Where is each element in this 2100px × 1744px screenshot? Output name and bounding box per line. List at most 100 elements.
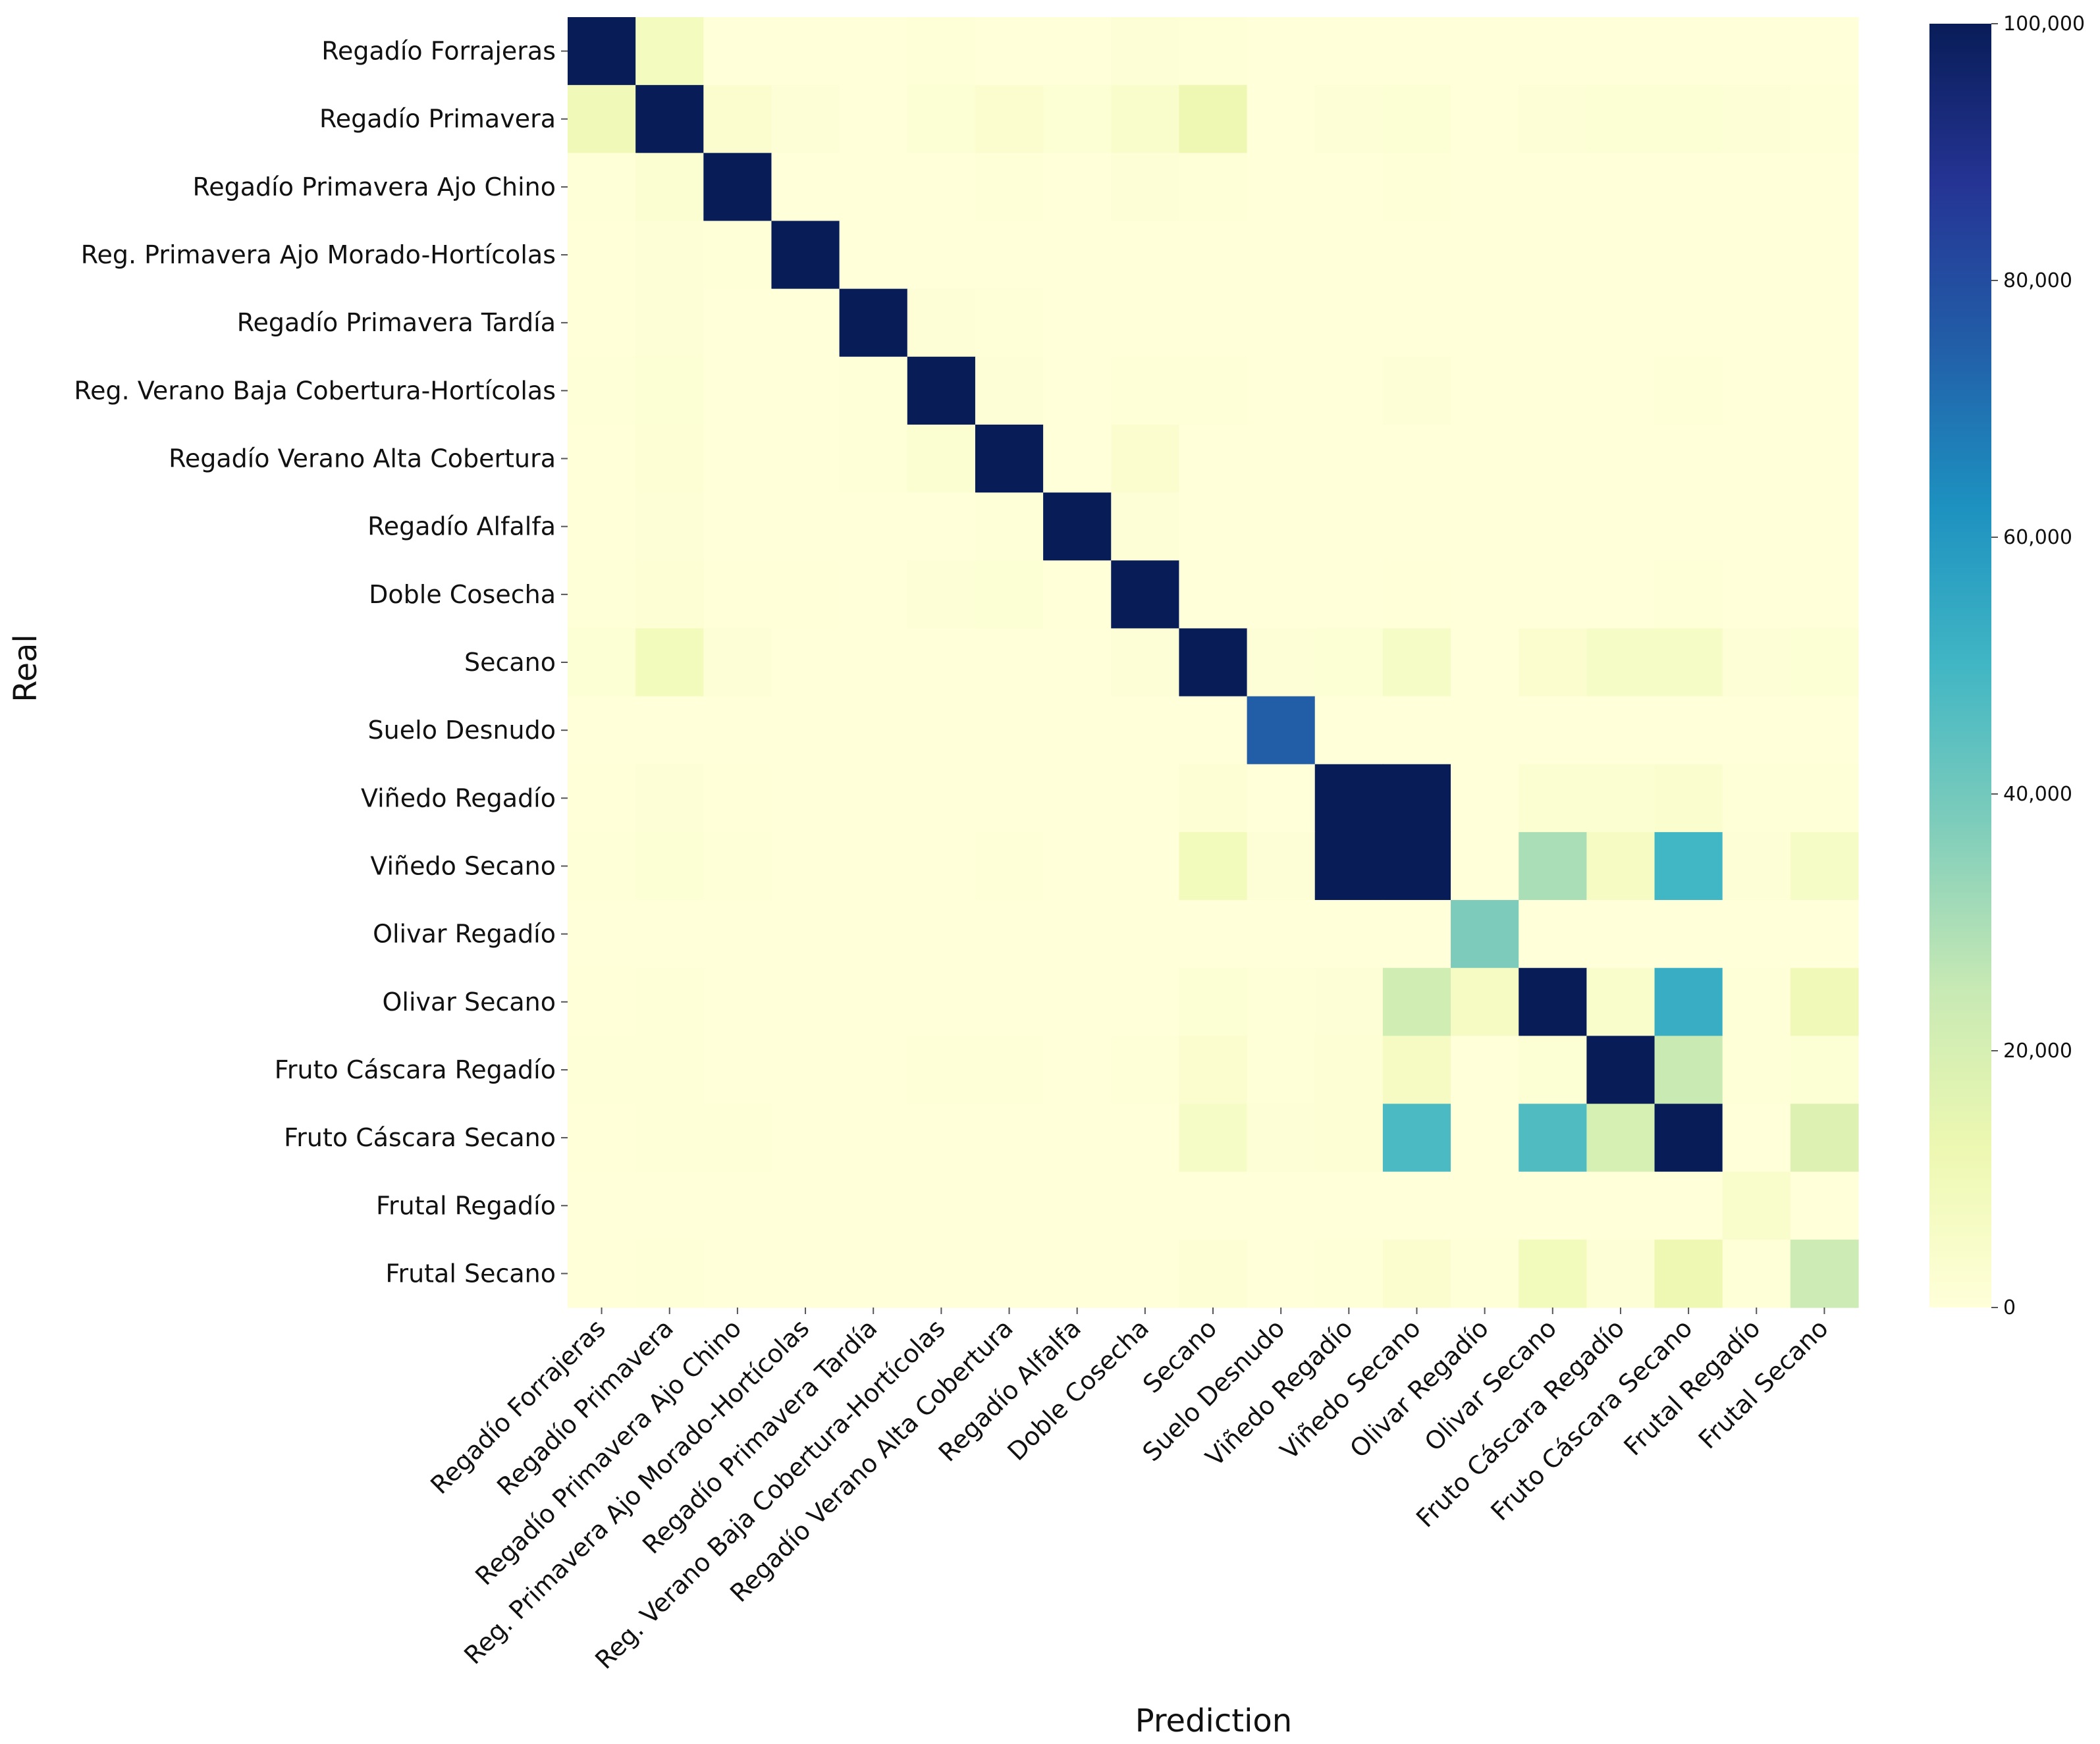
heatmap-cell [1722, 696, 1791, 765]
colorbar-tick-label: 100,000 [2003, 13, 2085, 36]
heatmap-cell [1790, 1103, 1859, 1173]
heatmap-cell [907, 832, 976, 901]
heatmap-cell [975, 17, 1044, 86]
heatmap-cell [975, 356, 1044, 425]
heatmap-cell [1451, 764, 1519, 833]
heatmap-cell [635, 764, 704, 833]
heatmap-cell [1790, 153, 1859, 222]
heatmap-cell [1314, 492, 1384, 561]
heatmap-cell [635, 628, 704, 697]
heatmap-cell [1790, 356, 1859, 425]
heatmap-cell [1722, 1103, 1791, 1173]
heatmap-cell [1314, 696, 1384, 765]
heatmap-cell [1111, 424, 1180, 493]
heatmap-cell [1654, 900, 1723, 968]
heatmap-cell [907, 1036, 976, 1105]
heatmap-cell [1654, 153, 1723, 222]
heatmap-cell [1179, 17, 1248, 86]
heatmap-cell [1654, 832, 1723, 901]
heatmap-cell [1111, 288, 1180, 357]
heatmap-cell [1586, 153, 1656, 222]
heatmap-cell [1519, 492, 1587, 561]
heatmap-cell [1790, 968, 1859, 1036]
heatmap-cell [635, 424, 704, 493]
heatmap-cell [1179, 968, 1248, 1036]
heatmap-cell [771, 1239, 840, 1308]
heatmap-cell [1247, 424, 1316, 493]
heatmap-cell [1314, 1103, 1384, 1173]
heatmap-cell [1654, 968, 1723, 1036]
heatmap-cell [839, 968, 908, 1036]
heatmap-cell [1043, 1103, 1112, 1173]
heatmap-cell [568, 85, 636, 153]
heatmap-cell [1247, 492, 1316, 561]
heatmap-cell [1043, 764, 1112, 833]
heatmap-cell [1314, 560, 1384, 629]
heatmap-cell [771, 1103, 840, 1173]
heatmap-cell [703, 560, 772, 629]
colorbar-tick-label: 0 [2003, 1296, 2016, 1319]
heatmap-cell [1654, 1171, 1723, 1240]
heatmap-cell [568, 17, 636, 86]
heatmap-cell [1111, 1239, 1180, 1308]
heatmap-cell [1586, 1036, 1656, 1105]
heatmap-cell [1654, 560, 1723, 629]
heatmap-cell [1451, 424, 1519, 493]
colorbar-gradient [1929, 24, 1991, 1308]
heatmap-cell [1451, 1171, 1519, 1240]
heatmap-cell [907, 628, 976, 697]
heatmap-cell [839, 492, 908, 561]
heatmap-cell [1451, 1239, 1519, 1308]
heatmap-cell [771, 492, 840, 561]
heatmap-cell [1451, 17, 1519, 86]
heatmap-cell [1790, 628, 1859, 697]
heatmap-cell [1790, 85, 1859, 153]
heatmap-cell [568, 1036, 636, 1105]
heatmap-cell [1519, 1171, 1587, 1240]
heatmap-cell [1586, 900, 1656, 968]
heatmap-cell [1654, 288, 1723, 357]
heatmap-cell [1451, 900, 1519, 968]
heatmap-cell [1382, 288, 1451, 357]
heatmap-cell [771, 696, 840, 765]
heatmap-cell [1043, 17, 1112, 86]
heatmap-cell [1314, 764, 1384, 833]
heatmap-cell [771, 356, 840, 425]
heatmap-cell [1586, 356, 1656, 425]
heatmap-cell [1451, 221, 1519, 290]
heatmap-cell [1179, 764, 1248, 833]
heatmap-cell [1519, 356, 1587, 425]
heatmap-cell [568, 968, 636, 1036]
heatmap-cell [1519, 832, 1587, 901]
heatmap-cell [1451, 492, 1519, 561]
y-tick-label: Regadío Primavera Tardía [237, 308, 556, 337]
heatmap-cell [1586, 424, 1656, 493]
heatmap-cell [1382, 356, 1451, 425]
heatmap-cell [703, 17, 772, 86]
y-tick-labels: Regadío Forrajeras Regadío Primavera Regad… [74, 37, 568, 1288]
heatmap-cell [703, 1239, 772, 1308]
heatmap-cell [1722, 85, 1791, 153]
heatmap-cell [1111, 17, 1180, 86]
heatmap-cell [1790, 900, 1859, 968]
heatmap-cell [1451, 153, 1519, 222]
heatmap-cell [1314, 85, 1384, 153]
heatmap-cell [1043, 900, 1112, 968]
heatmap-cell [1111, 900, 1180, 968]
heatmap-cell [703, 764, 772, 833]
heatmap-cell [635, 153, 704, 222]
heatmap-cell [839, 1036, 908, 1105]
heatmap-cell [1179, 85, 1248, 153]
heatmap-cell [771, 221, 840, 290]
heatmap-cell [1586, 764, 1656, 833]
heatmap-cell [839, 221, 908, 290]
heatmap-cell [1111, 696, 1180, 765]
heatmap-cell [703, 1171, 772, 1240]
heatmap-cell [1314, 153, 1384, 222]
heatmap-cell [1247, 696, 1316, 765]
heatmap-cell [839, 17, 908, 86]
heatmap-cell [568, 1171, 636, 1240]
heatmap-cell [907, 153, 976, 222]
